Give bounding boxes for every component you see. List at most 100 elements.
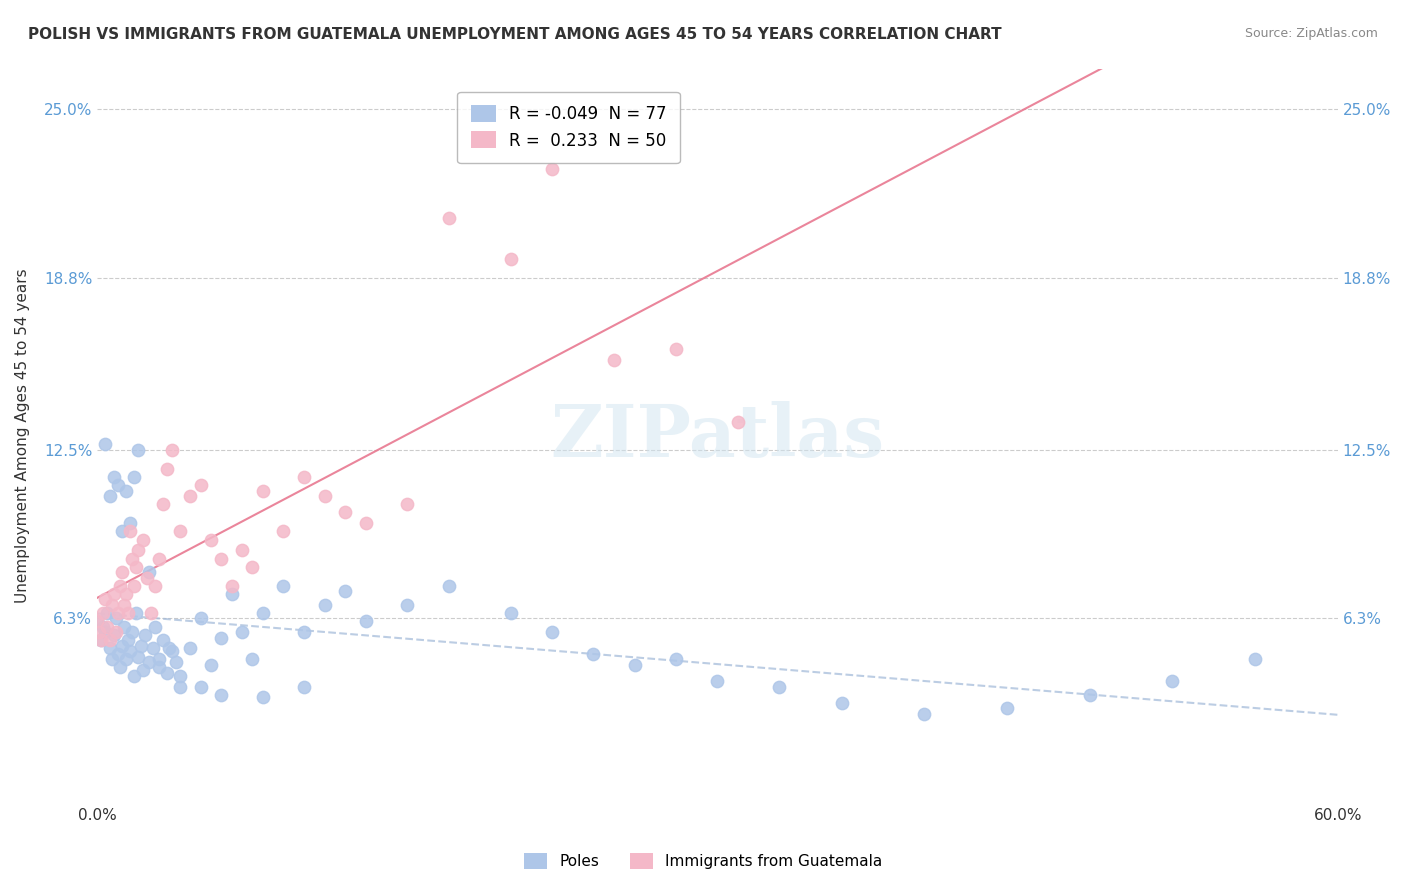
Point bbox=[148, 551, 170, 566]
Point bbox=[396, 497, 419, 511]
Point bbox=[156, 461, 179, 475]
Point bbox=[91, 620, 114, 634]
Point bbox=[108, 579, 131, 593]
Point bbox=[94, 592, 117, 607]
Point bbox=[292, 680, 315, 694]
Point bbox=[354, 516, 377, 531]
Point bbox=[437, 579, 460, 593]
Y-axis label: Unemployment Among Ages 45 to 54 years: Unemployment Among Ages 45 to 54 years bbox=[15, 268, 30, 603]
Point bbox=[111, 565, 134, 579]
Legend: Poles, Immigrants from Guatemala: Poles, Immigrants from Guatemala bbox=[517, 847, 889, 875]
Point bbox=[121, 625, 143, 640]
Point bbox=[159, 641, 181, 656]
Point bbox=[107, 647, 129, 661]
Legend: R = -0.049  N = 77, R =  0.233  N = 50: R = -0.049 N = 77, R = 0.233 N = 50 bbox=[457, 92, 681, 163]
Point bbox=[138, 565, 160, 579]
Point bbox=[124, 470, 146, 484]
Point bbox=[240, 559, 263, 574]
Point bbox=[90, 633, 112, 648]
Point bbox=[86, 614, 108, 628]
Point bbox=[115, 483, 138, 498]
Point bbox=[86, 614, 108, 628]
Point bbox=[221, 579, 243, 593]
Point bbox=[314, 598, 336, 612]
Point bbox=[209, 688, 232, 702]
Point bbox=[134, 628, 156, 642]
Point bbox=[727, 416, 749, 430]
Point bbox=[143, 579, 166, 593]
Point bbox=[169, 524, 191, 539]
Point bbox=[252, 690, 274, 705]
Point bbox=[108, 660, 131, 674]
Point bbox=[142, 641, 165, 656]
Point bbox=[292, 625, 315, 640]
Point bbox=[127, 442, 149, 457]
Point bbox=[200, 533, 222, 547]
Point bbox=[98, 641, 121, 656]
Text: Source: ZipAtlas.com: Source: ZipAtlas.com bbox=[1244, 27, 1378, 40]
Point bbox=[541, 162, 564, 177]
Point bbox=[120, 644, 142, 658]
Point bbox=[94, 625, 117, 640]
Point bbox=[98, 489, 121, 503]
Point bbox=[437, 211, 460, 226]
Point bbox=[111, 639, 134, 653]
Point bbox=[169, 680, 191, 694]
Point bbox=[335, 505, 357, 519]
Point bbox=[112, 598, 135, 612]
Point bbox=[138, 655, 160, 669]
Point bbox=[139, 606, 162, 620]
Point bbox=[582, 647, 605, 661]
Point bbox=[179, 641, 201, 656]
Point bbox=[200, 657, 222, 672]
Point bbox=[107, 478, 129, 492]
Point bbox=[91, 606, 114, 620]
Point bbox=[912, 706, 935, 721]
Point bbox=[100, 598, 122, 612]
Point bbox=[120, 516, 142, 531]
Point bbox=[121, 551, 143, 566]
Point bbox=[103, 628, 125, 642]
Point bbox=[706, 674, 728, 689]
Point bbox=[117, 633, 139, 648]
Point bbox=[169, 668, 191, 682]
Point bbox=[665, 652, 688, 666]
Point bbox=[335, 584, 357, 599]
Point bbox=[603, 352, 626, 367]
Point bbox=[499, 606, 522, 620]
Point bbox=[129, 639, 152, 653]
Point bbox=[190, 478, 212, 492]
Point bbox=[190, 680, 212, 694]
Point bbox=[127, 543, 149, 558]
Point bbox=[156, 665, 179, 680]
Point bbox=[107, 606, 129, 620]
Point bbox=[89, 625, 111, 640]
Point bbox=[314, 489, 336, 503]
Point bbox=[623, 657, 645, 672]
Point bbox=[1078, 688, 1101, 702]
Point bbox=[112, 620, 135, 634]
Point bbox=[231, 543, 253, 558]
Point bbox=[115, 587, 138, 601]
Point bbox=[271, 579, 294, 593]
Point bbox=[98, 633, 121, 648]
Point bbox=[252, 483, 274, 498]
Point bbox=[143, 620, 166, 634]
Point bbox=[125, 606, 148, 620]
Point bbox=[160, 442, 183, 457]
Point bbox=[124, 668, 146, 682]
Point bbox=[131, 663, 153, 677]
Point bbox=[135, 571, 157, 585]
Point bbox=[160, 644, 183, 658]
Point bbox=[94, 437, 117, 451]
Point bbox=[252, 606, 274, 620]
Point bbox=[148, 660, 170, 674]
Point bbox=[152, 633, 174, 648]
Point bbox=[100, 652, 122, 666]
Point bbox=[1244, 652, 1267, 666]
Point bbox=[117, 606, 139, 620]
Point bbox=[125, 559, 148, 574]
Point bbox=[148, 652, 170, 666]
Point bbox=[103, 470, 125, 484]
Point bbox=[104, 625, 127, 640]
